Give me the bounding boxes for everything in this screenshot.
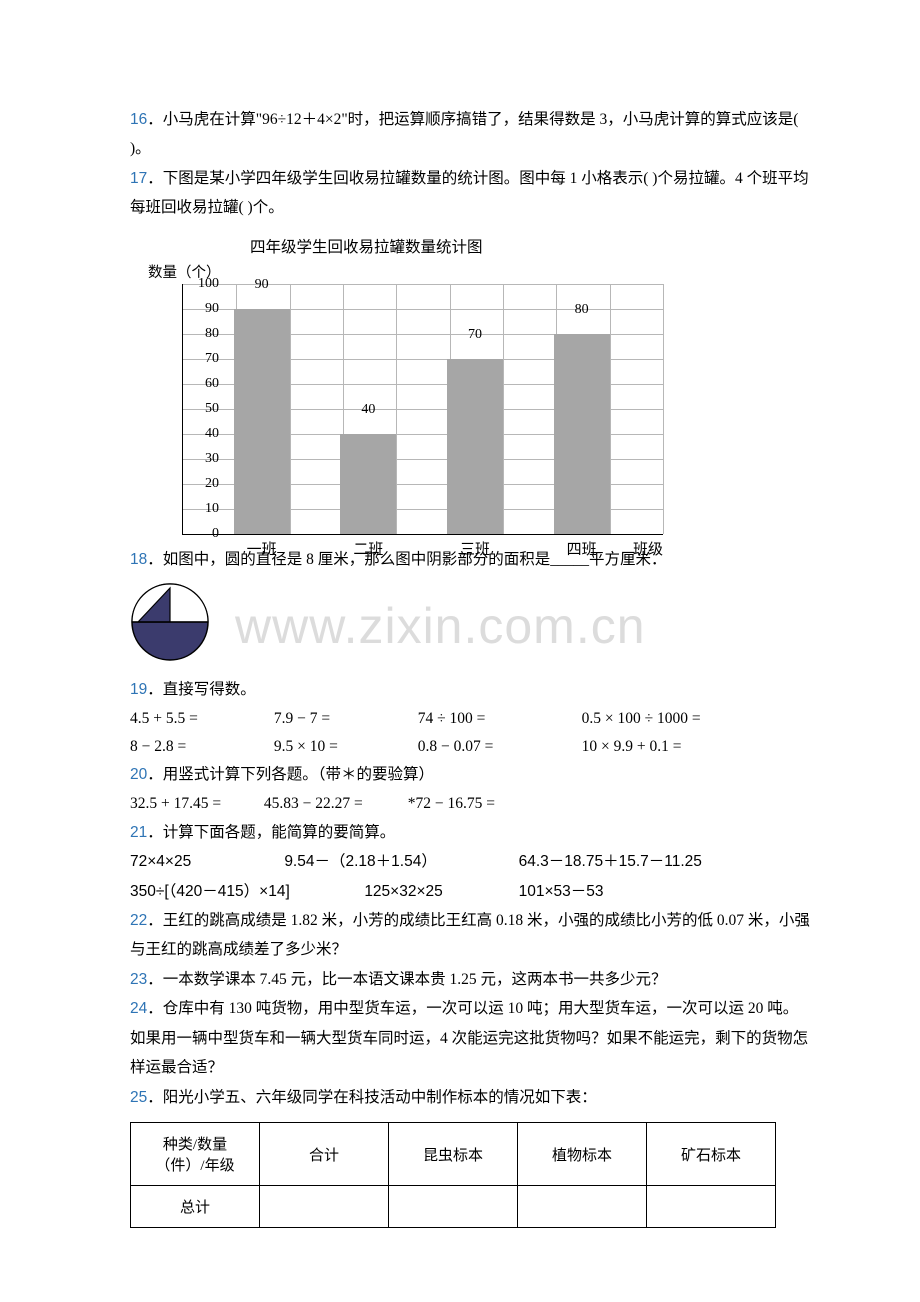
- qnum-18: 18: [130, 551, 147, 568]
- circle-shaded-figure: [130, 582, 810, 667]
- q19-r1c1: 4.5 + 5.5 =: [130, 705, 270, 733]
- chart-title: 四年级学生回收易拉罐数量统计图: [250, 235, 810, 257]
- ytick-label: 60: [183, 377, 219, 391]
- bar-二班: [340, 434, 396, 534]
- q21-r2c3: 101×53－53: [519, 877, 604, 906]
- qnum-19: 19: [130, 681, 147, 698]
- q19-row2: 8 − 2.8 = 9.5 × 10 = 0.8 − 0.07 = 10 × 9…: [130, 733, 810, 761]
- ytick-label: 20: [183, 477, 219, 491]
- bar-value-label: 40: [340, 402, 396, 418]
- xcategory-label: 一班: [222, 538, 302, 559]
- question-20: 20．用竖式计算下列各题。（带＊的要验算）: [130, 760, 810, 789]
- qnum-20: 20: [130, 766, 147, 783]
- q20-row: 32.5 + 17.45 = 45.83 − 22.27 = *72 − 16.…: [130, 790, 810, 818]
- q20-text: ．用竖式计算下列各题。（带＊的要验算）: [147, 766, 434, 783]
- ytick-label: 40: [183, 427, 219, 441]
- qnum-22: 22: [130, 912, 147, 929]
- q17-text: ．下图是某小学四年级学生回收易拉罐数量的统计图。图中每 1 小格表示( )个易拉…: [130, 170, 809, 216]
- th-3: 植物标本: [518, 1123, 647, 1186]
- bar-三班: [447, 359, 503, 534]
- ytick-label: 70: [183, 352, 219, 366]
- q21-r1c2: 9.54－（2.18＋1.54）: [284, 847, 514, 876]
- q16-text: ．小马虎在计算"96÷12＋4×2"时，把运算顺序搞错了，结果得数是 3，小马虎…: [130, 111, 798, 157]
- q23-text: ．一本数学课本 7.45 元，比一本语文课本贵 1.25 元，这两本书一共多少元…: [147, 971, 666, 988]
- q19-r2c4: 10 × 9.9 + 0.1 =: [582, 733, 682, 761]
- td-blank: [518, 1186, 647, 1228]
- table-header-row: 种类/数量（件）/年级 合计 昆虫标本 植物标本 矿石标本: [131, 1123, 776, 1186]
- bar-四班: [554, 334, 610, 534]
- question-16: 16．小马虎在计算"96÷12＋4×2"时，把运算顺序搞错了，结果得数是 3，小…: [130, 105, 810, 164]
- q20-c3: *72 − 16.75 =: [408, 790, 495, 818]
- xcategory-label: 四班: [542, 538, 622, 559]
- q25-text: ．阳光小学五、六年级同学在科技活动中制作标本的情况如下表：: [147, 1089, 597, 1106]
- qnum-23: 23: [130, 971, 147, 988]
- bar-value-label: 90: [234, 277, 290, 293]
- question-22: 22．王红的跳高成绩是 1.82 米，小芳的成绩比王红高 0.18 米，小强的成…: [130, 906, 810, 965]
- ytick-label: 100: [183, 277, 219, 291]
- td-total: 总计: [131, 1186, 260, 1228]
- bar-value-label: 70: [447, 327, 503, 343]
- q19-r1c4: 0.5 × 100 ÷ 1000 =: [582, 705, 701, 733]
- question-24: 24．仓库中有 130 吨货物，用中型货车运，一次可以运 10 吨；用大型货车运…: [130, 994, 810, 1082]
- q22-text: ．王红的跳高成绩是 1.82 米，小芳的成绩比王红高 0.18 米，小强的成绩比…: [130, 912, 810, 958]
- qnum-25: 25: [130, 1089, 147, 1106]
- chart-xaxis-label: 班级: [633, 538, 663, 559]
- q21-row1: 72×4×25 9.54－（2.18＋1.54） 64.3－18.75＋15.7…: [130, 847, 810, 876]
- specimen-table: 种类/数量（件）/年级 合计 昆虫标本 植物标本 矿石标本 总计: [130, 1122, 776, 1228]
- td-blank: [647, 1186, 776, 1228]
- xcategory-label: 三班: [435, 538, 515, 559]
- q19-r2c2: 9.5 × 10 =: [274, 733, 414, 761]
- q20-c2: 45.83 − 22.27 =: [264, 790, 404, 818]
- q21-text: ．计算下面各题，能简算的要简算。: [147, 824, 395, 841]
- bar-一班: [234, 309, 290, 534]
- q19-r2c3: 0.8 − 0.07 =: [418, 733, 578, 761]
- ytick-label: 30: [183, 452, 219, 466]
- q20-c1: 32.5 + 17.45 =: [130, 790, 260, 818]
- ytick-label: 80: [183, 327, 219, 341]
- ytick-label: 90: [183, 302, 219, 316]
- td-blank: [260, 1186, 389, 1228]
- q19-text: ．直接写得数。: [147, 681, 256, 698]
- qnum-24: 24: [130, 1000, 147, 1017]
- th-1: 合计: [260, 1123, 389, 1186]
- question-19: 19．直接写得数。: [130, 675, 810, 704]
- ytick-label: 10: [183, 502, 219, 516]
- question-23: 23．一本数学课本 7.45 元，比一本语文课本贵 1.25 元，这两本书一共多…: [130, 965, 810, 994]
- bar-chart: 010203040506070809010090一班40二班70三班80四班班级: [142, 284, 810, 535]
- question-21: 21．计算下面各题，能简算的要简算。: [130, 818, 810, 847]
- table-row: 总计: [131, 1186, 776, 1228]
- q19-r1c2: 7.9 − 7 =: [274, 705, 414, 733]
- q21-r2c1: 350÷[（420－415）×14]: [130, 877, 360, 906]
- th-2: 昆虫标本: [389, 1123, 518, 1186]
- td-blank: [389, 1186, 518, 1228]
- qnum-21: 21: [130, 824, 147, 841]
- q24-text: ．仓库中有 130 吨货物，用中型货车运，一次可以运 10 吨；用大型货车运，一…: [130, 1000, 808, 1076]
- q19-r1c3: 74 ÷ 100 =: [418, 705, 578, 733]
- q21-r1c3: 64.3－18.75＋15.7－11.25: [519, 847, 702, 876]
- q21-row2: 350÷[（420－415）×14] 125×32×25 101×53－53: [130, 877, 810, 906]
- question-17: 17．下图是某小学四年级学生回收易拉罐数量的统计图。图中每 1 小格表示( )个…: [130, 164, 810, 223]
- qnum-17: 17: [130, 170, 147, 187]
- question-25: 25．阳光小学五、六年级同学在科技活动中制作标本的情况如下表：: [130, 1083, 810, 1112]
- q21-r2c2: 125×32×25: [364, 877, 514, 906]
- th-0: 种类/数量（件）/年级: [131, 1123, 260, 1186]
- bar-value-label: 80: [554, 302, 610, 318]
- xcategory-label: 二班: [328, 538, 408, 559]
- th-4: 矿石标本: [647, 1123, 776, 1186]
- ytick-label: 50: [183, 402, 219, 416]
- q19-r2c1: 8 − 2.8 =: [130, 733, 270, 761]
- q19-row1: 4.5 + 5.5 = 7.9 − 7 = 74 ÷ 100 = 0.5 × 1…: [130, 705, 810, 733]
- qnum-16: 16: [130, 111, 147, 128]
- ytick-label: 0: [183, 527, 219, 541]
- q21-r1c1: 72×4×25: [130, 847, 280, 876]
